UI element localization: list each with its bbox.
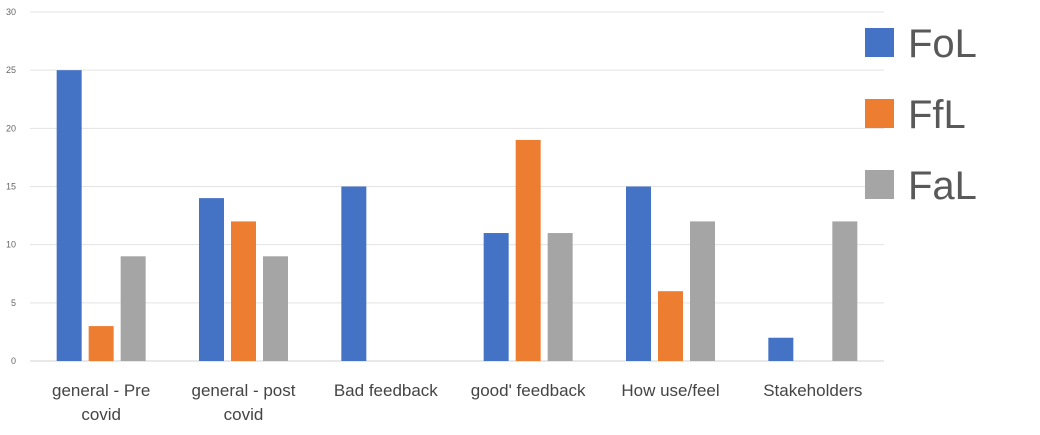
y-tick-label-10: 10 — [6, 240, 16, 250]
bar-FfL-3 — [515, 139, 541, 361]
bar-FfL-4 — [658, 291, 683, 361]
y-tick-label-30: 30 — [6, 7, 16, 17]
legend-label-FoL: FoL — [908, 22, 977, 66]
bar-FoL-4 — [626, 186, 651, 361]
x-category-label-2-0: Bad feedback — [334, 381, 438, 400]
bar-FoL-1 — [199, 198, 224, 361]
legend-label-FaL: FaL — [908, 164, 977, 208]
y-tick-label-15: 15 — [6, 182, 16, 192]
bar-FaL-1 — [263, 256, 288, 361]
legend-swatch-FaL — [865, 170, 894, 199]
x-category-label-3-0: good' feedback — [471, 381, 586, 400]
bar-FfL-0 — [88, 326, 114, 361]
legend-swatch-FfL — [865, 99, 894, 128]
bar-FoL-2 — [341, 186, 367, 361]
bar-FaL-4 — [690, 221, 715, 361]
bar-FoL-5 — [768, 337, 794, 361]
bar-FoL-3 — [483, 233, 509, 361]
gridlines — [30, 11, 884, 362]
bars — [56, 70, 858, 362]
y-axis-tick-labels: 0 5 10 15 20 25 30 — [6, 7, 16, 366]
y-tick-label-0: 0 — [11, 356, 16, 366]
y-tick-label-5: 5 — [11, 298, 16, 308]
x-category-label-0-0: general - Pre — [52, 381, 150, 400]
y-tick-label-20: 20 — [6, 123, 16, 133]
x-category-label-0-1: covid — [81, 405, 121, 424]
legend: FoL FfL FaL — [865, 22, 977, 208]
x-category-label-1-1: covid — [224, 405, 264, 424]
bar-FoL-0 — [56, 70, 82, 362]
y-tick-label-25: 25 — [6, 65, 16, 75]
x-category-label-1-0: general - post — [192, 381, 296, 400]
bar-FaL-5 — [832, 221, 858, 361]
bar-FfL-1 — [231, 221, 256, 361]
legend-label-FfL: FfL — [908, 93, 966, 137]
bar-FaL-0 — [120, 256, 146, 361]
x-category-label-5-0: Stakeholders — [763, 381, 862, 400]
bar-FaL-3 — [547, 233, 573, 361]
x-axis-category-labels: general - Pre covid general - post covid Bad… — [52, 381, 862, 424]
legend-swatch-FoL — [865, 28, 894, 57]
x-category-label-4-0: How use/feel — [621, 381, 719, 400]
